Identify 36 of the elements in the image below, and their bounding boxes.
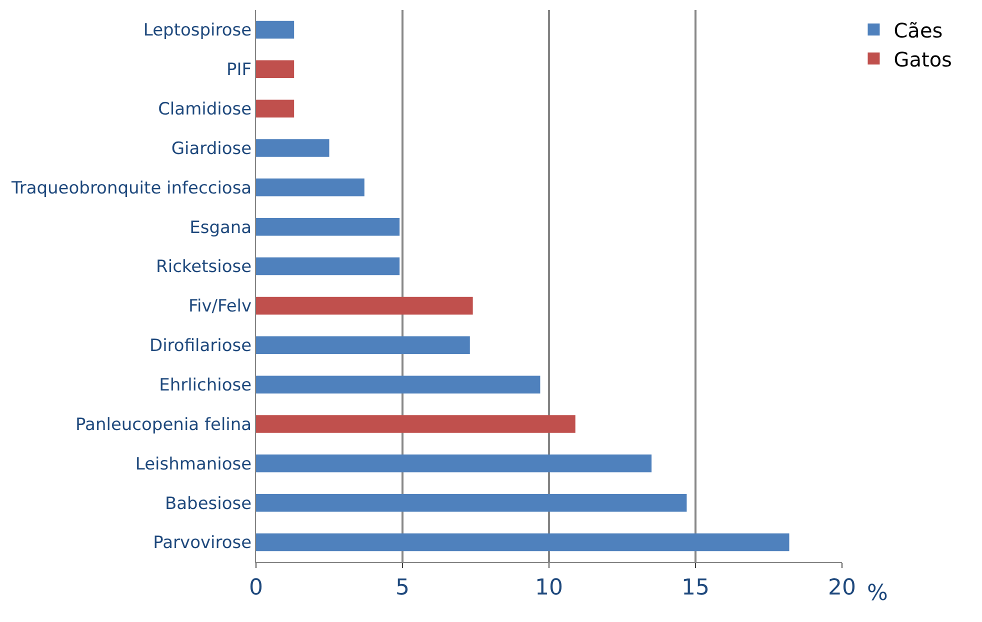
- bar: [256, 376, 540, 394]
- bar: [256, 178, 364, 196]
- x-tick-label: 15: [682, 575, 710, 600]
- y-tick-label: Parvovirose: [153, 533, 252, 554]
- x-tick-label: 10: [535, 575, 563, 600]
- y-tick-label: Panleucopenia felina: [76, 414, 252, 435]
- bar: [256, 494, 687, 512]
- bar: [256, 60, 294, 78]
- y-tick-label: Clamidiose: [158, 100, 252, 120]
- bar: [256, 415, 576, 433]
- y-tick-label: Fiv/Felv: [188, 296, 252, 317]
- y-tick-label: PIF: [226, 60, 252, 80]
- y-tick-label: Leishmaniose: [135, 454, 252, 474]
- bar: [256, 257, 400, 276]
- legend-label: Gatos: [894, 47, 952, 72]
- bar: [256, 20, 294, 39]
- x-tick-label: 0: [249, 575, 263, 600]
- bar: [256, 100, 294, 118]
- x-tick-label: 20: [828, 575, 856, 600]
- y-tick-label: Ehrlichiose: [159, 376, 252, 396]
- x-tick-label: 5: [396, 575, 410, 600]
- bar: [256, 454, 652, 472]
- bar: [256, 336, 470, 354]
- legend-label: Cães: [894, 18, 943, 42]
- y-tick-label: Ricketsiose: [156, 257, 252, 278]
- bar: [256, 296, 473, 315]
- bar: [256, 218, 400, 236]
- y-tick-label: Esgana: [190, 218, 252, 238]
- y-tick-label: Dirofilariose: [149, 336, 252, 356]
- x-axis-title: %: [867, 581, 888, 606]
- y-tick-label: Babesiose: [164, 494, 252, 514]
- bar: [256, 139, 330, 157]
- y-tick-label: Traqueobronquite infecciosa: [10, 178, 252, 198]
- y-tick-label: Leptospirose: [143, 20, 252, 41]
- y-tick-label: Giardiose: [171, 138, 252, 159]
- bar: [256, 533, 790, 552]
